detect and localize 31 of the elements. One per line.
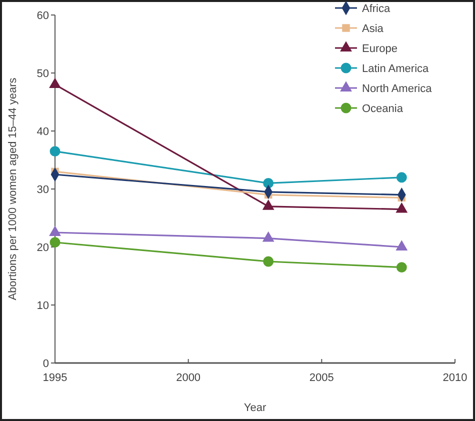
y-tick-label: 20 — [36, 242, 49, 254]
point — [262, 200, 274, 210]
legend-label: Europe — [362, 42, 398, 55]
x-tick-label: 1995 — [42, 372, 68, 384]
point — [50, 146, 60, 157]
legend-label: Africa — [362, 2, 391, 15]
point — [263, 256, 274, 267]
point — [396, 262, 407, 273]
point — [262, 232, 274, 242]
legend-label: North America — [362, 82, 433, 95]
y-tick-label: 40 — [36, 126, 49, 138]
legend-label: Latin America — [362, 62, 430, 75]
y-tick-label: 60 — [36, 10, 49, 22]
x-tick-label: 2005 — [309, 372, 334, 384]
point — [50, 237, 60, 248]
point — [396, 172, 407, 183]
point — [396, 240, 408, 250]
y-tick-label: 30 — [36, 184, 49, 196]
y-tick-label: 50 — [36, 68, 49, 80]
y-tick-label: 10 — [36, 300, 49, 312]
x-tick-label: 2010 — [442, 372, 468, 384]
x-tick-label: 2000 — [176, 372, 201, 384]
point — [49, 78, 61, 88]
point — [263, 178, 274, 188]
y-tick-label: 0 — [42, 358, 49, 370]
legend-label: Asia — [362, 22, 384, 35]
point — [49, 226, 61, 236]
x-axis-title: Year — [244, 402, 266, 414]
point — [396, 202, 408, 213]
y-axis-title: Abortions per 1000 women aged 15–44 years — [7, 77, 19, 300]
legend-label: Oceania — [362, 102, 404, 115]
